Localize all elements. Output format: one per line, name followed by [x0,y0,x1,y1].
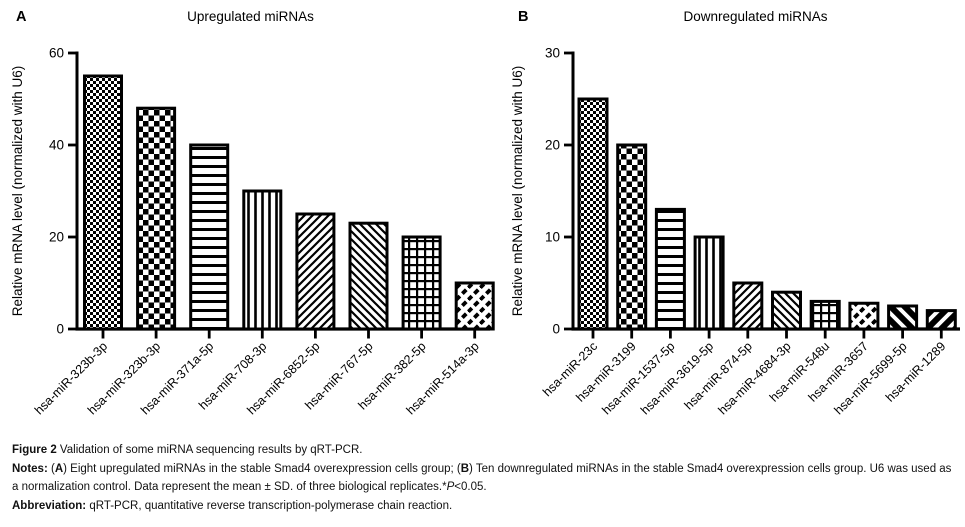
y-tick-label: 60 [49,46,64,61]
caption-text: <0.05. [454,481,487,493]
bar [809,299,841,331]
bar [616,143,648,331]
y-tick-label: 0 [552,322,560,337]
x-tick-label: hsa-miR-4684-3p [715,339,793,417]
y-tick-label: 40 [49,138,64,153]
bar [348,221,389,331]
y-tick-label: 20 [545,138,560,153]
caption-text: Notes: [12,462,48,475]
y-axis-label: Relative mRNA level (normalized with U6) [10,66,25,317]
y-tick-label: 0 [56,322,64,337]
chart-upregulated-mirnas: A Upregulated miRNAs Relative mRNA level (… [10,9,495,417]
chart-downregulated-mirnas: B Downregulated miRNAs Relative mRNA level… [510,9,960,417]
caption-text: P [446,481,455,493]
caption-text: B [460,462,470,475]
caption-text: qRT-PCR, quantitative reverse transcript… [86,499,453,512]
figure-caption: Figure 2 Validation of some miRNA sequen… [12,441,953,515]
y-tick-label: 10 [545,230,560,245]
bar [732,281,764,331]
bar [848,301,880,331]
caption-text: ) Ten downregulated miRNAs in the stable… [12,462,952,494]
bar [189,143,230,331]
bar [136,106,177,331]
bar [577,97,609,331]
caption-text: Abbreviation: [12,499,87,512]
bar [925,309,957,331]
y-axis-label: Relative mRNA level (normalized with U6) [510,66,525,317]
caption-text: Figure 2 [12,444,57,456]
y-tick-label: 30 [545,46,560,61]
x-tick-label: hsa-miR-3619-5p [638,339,716,417]
x-tick-label: hsa-miR-1537-5p [599,339,677,417]
bar [242,189,283,331]
caption-paragraph: Abbreviation: qRT-PCR, quantitative reve… [12,497,953,516]
bar [771,290,802,331]
caption-text: ) Eight upregulated miRNAs in the stable… [63,462,461,475]
bar [401,235,442,331]
x-tick-label: hsa-miR-874-5p [682,339,755,412]
panel-label: A [16,9,27,25]
charts-row: A Upregulated miRNAs Relative mRNA level (… [10,9,960,417]
chart-title: Upregulated miRNAs [187,9,314,24]
panel-label: B [518,9,528,25]
bar [654,207,686,331]
caption-text: A [54,462,64,475]
y-tick-label: 20 [49,230,64,245]
bar [295,212,336,331]
caption-text: Validation of some miRNA sequencing resu… [56,444,363,456]
caption-paragraph: Notes: (A) Eight upregulated miRNAs in t… [12,460,953,497]
caption-paragraph: Figure 2 Validation of some miRNA sequen… [12,441,953,460]
bar [83,74,123,331]
caption-text: ( [47,462,55,475]
bar [454,281,495,331]
chart-title: Downregulated miRNAs [683,9,827,24]
bar [693,235,725,331]
x-tick-label: hsa-miR-5699-5p [832,339,910,417]
bar [887,304,919,331]
